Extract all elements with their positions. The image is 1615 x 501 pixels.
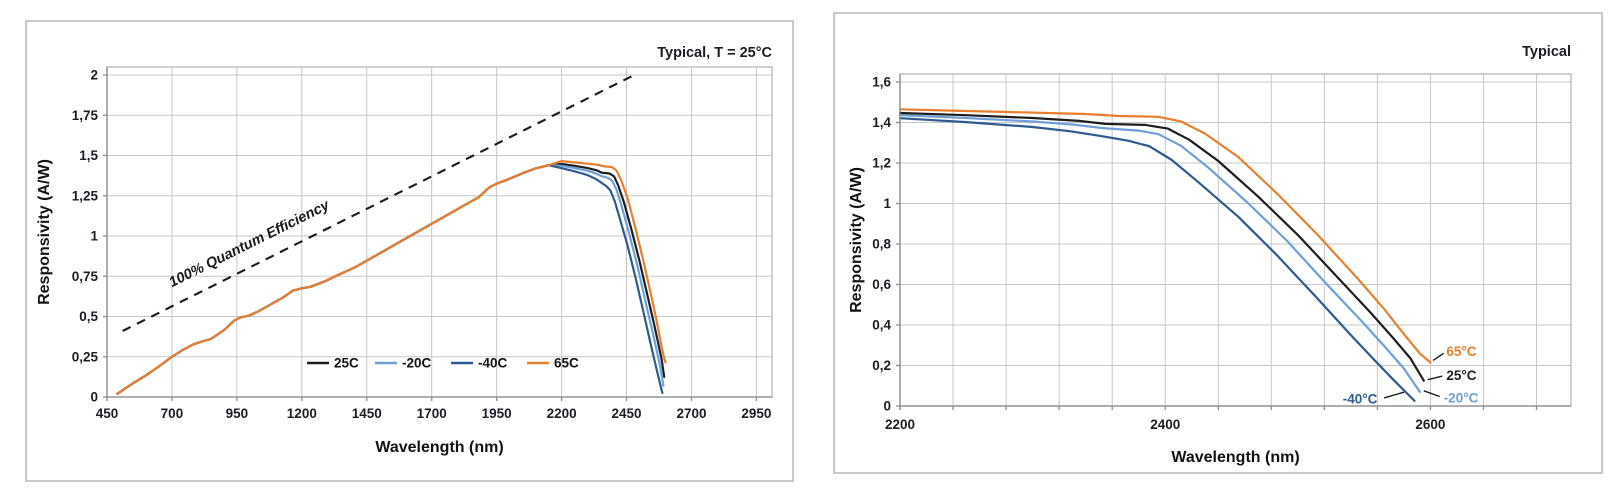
y-tick-label: 0,75 xyxy=(72,269,99,284)
series-line-25C xyxy=(116,162,666,395)
y-tick-label: 0,6 xyxy=(872,277,891,292)
x-tick-label: 2200 xyxy=(885,417,915,432)
x-tick-label: 1200 xyxy=(287,406,317,421)
gridlines xyxy=(900,74,1571,406)
y-tick-label: 0 xyxy=(883,399,891,414)
series-line-65C xyxy=(898,108,1432,364)
series-line-25C xyxy=(898,111,1425,382)
x-axis-title: Wavelength (nm) xyxy=(375,439,503,456)
curve-label-25C: 25°C xyxy=(1446,368,1476,383)
legend: 25C -20C -40C 65C xyxy=(307,356,579,371)
y-tick-label: 0,4 xyxy=(872,318,891,333)
legend-label--40C: -40C xyxy=(478,356,508,371)
quantum-efficiency-line xyxy=(122,74,635,332)
y-tick-label: 0,5 xyxy=(79,309,98,324)
chart-annotation: Typical, T = 25°C xyxy=(657,45,772,61)
y-tick-label: 0 xyxy=(90,390,98,405)
legend-label-65C: 65C xyxy=(554,356,579,371)
y-tick-label: 0,8 xyxy=(872,237,891,252)
chart-panel-right: 2200 2400 2600 0 0,2 0,4 0,6 0,8 1 1,2 1,4 1,6 Wavel… xyxy=(833,12,1603,474)
curve-label-leader xyxy=(1383,391,1405,399)
y-tick-label: 1,25 xyxy=(72,188,99,203)
curve-label--20C: -20°C xyxy=(1444,390,1479,405)
responsivity-full-range-chart: 100% Quantum Efficiency 450 700 950 1200 1450… xyxy=(36,45,773,456)
series-line--20C xyxy=(116,164,665,395)
y-tick-label: 1,75 xyxy=(72,108,99,123)
y-tick-label: 1,2 xyxy=(872,156,891,171)
legend-label--20C: -20C xyxy=(402,356,432,371)
y-tick-label: 2 xyxy=(90,68,98,83)
x-tick-label: 2600 xyxy=(1415,417,1445,432)
y-tick-label: 1 xyxy=(883,196,891,211)
x-tick-label: 1950 xyxy=(482,406,512,421)
chart-panel-left: 100% Quantum Efficiency 450 700 950 1200 1450… xyxy=(25,20,794,482)
series-line--20C xyxy=(898,114,1421,393)
x-tick-label: 2450 xyxy=(612,406,642,421)
gridlines xyxy=(107,67,772,397)
series-line--40C xyxy=(116,164,664,395)
y-tick-label: 0,25 xyxy=(72,349,99,364)
curve-label-65C: 65°C xyxy=(1446,344,1476,359)
x-tick-label: 950 xyxy=(226,406,249,421)
axes xyxy=(896,74,1571,410)
series-line--40C xyxy=(898,117,1416,402)
curve-label-leader xyxy=(1432,352,1445,362)
y-tick-label: 1,5 xyxy=(79,148,98,163)
series-line-65C xyxy=(116,160,667,395)
curve-label--40C: -40°C xyxy=(1343,391,1378,406)
plot-border xyxy=(106,66,773,398)
y-tick-label: 1,4 xyxy=(872,115,891,130)
x-tick-label: 1450 xyxy=(352,406,382,421)
chart-annotation: Typical xyxy=(1522,44,1571,60)
x-tick-label: 2200 xyxy=(547,406,577,421)
curve-label-leader xyxy=(1423,390,1440,398)
x-axis-title: Wavelength (nm) xyxy=(1171,449,1299,466)
curve-label-leader xyxy=(1427,375,1443,381)
y-axis-title: Responsivity (A/W) xyxy=(848,167,865,313)
y-tick-label: 1,6 xyxy=(872,75,891,90)
x-tick-label: 450 xyxy=(96,406,119,421)
axes xyxy=(103,67,772,401)
y-tick-label: 0,2 xyxy=(872,358,891,373)
y-tick-label: 1 xyxy=(90,229,98,244)
x-tick-label: 2400 xyxy=(1150,417,1180,432)
x-tick-label: 2700 xyxy=(676,406,706,421)
y-axis-title: Responsivity (A/W) xyxy=(36,159,53,305)
responsivity-cutoff-detail-chart: 2200 2400 2600 0 0,2 0,4 0,6 0,8 1 1,2 1,4 1,6 Wavel… xyxy=(848,44,1572,466)
x-tick-label: 2950 xyxy=(741,406,771,421)
x-tick-label: 700 xyxy=(161,406,184,421)
x-tick-label: 1700 xyxy=(417,406,447,421)
quantum-efficiency-label: 100% Quantum Efficiency xyxy=(167,197,333,291)
legend-label-25C: 25C xyxy=(334,356,359,371)
